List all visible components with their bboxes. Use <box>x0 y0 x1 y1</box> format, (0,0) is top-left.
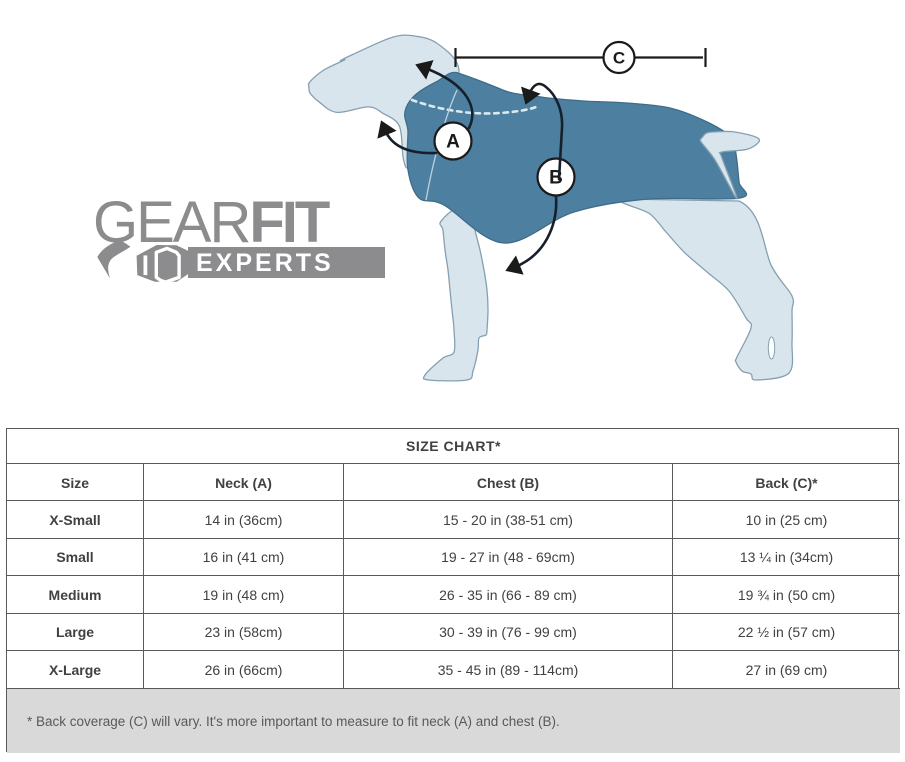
svg-text:B: B <box>549 168 563 189</box>
svg-text:EXPERTS: EXPERTS <box>196 249 334 277</box>
svg-text:A: A <box>446 132 460 153</box>
svg-text:GEARFIT: GEARFIT <box>93 190 330 255</box>
svg-text:C: C <box>613 49 625 68</box>
